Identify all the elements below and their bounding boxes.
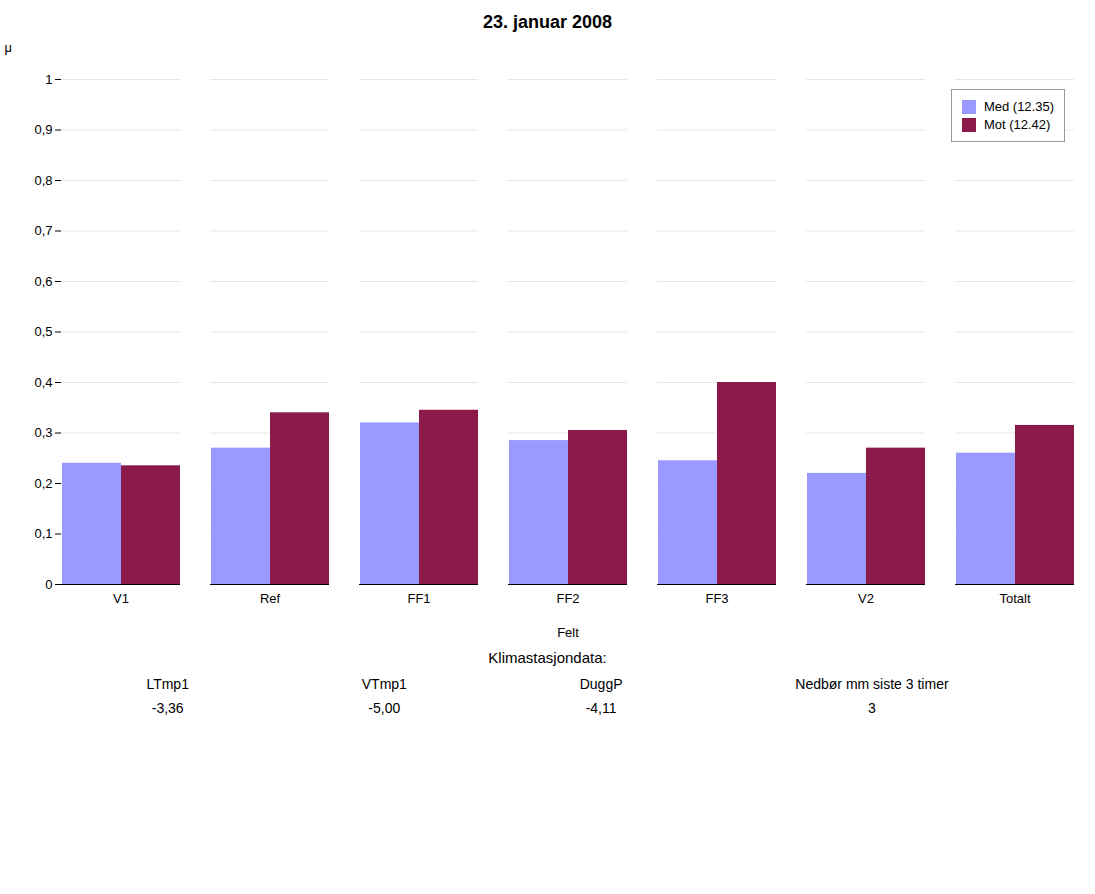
svg-text:0,6: 0,6 <box>34 274 52 289</box>
html-text:DuggP: DuggP <box>579 676 623 692</box>
html-text:LTmp1: LTmp1 <box>146 676 189 692</box>
svg-text:1: 1 <box>45 72 52 87</box>
svg-text:Felt: Felt <box>557 625 579 640</box>
html-text:-3,36: -3,36 <box>151 700 184 716</box>
svg-text:V1: V1 <box>113 591 129 606</box>
svg-text:μ: μ <box>5 40 13 55</box>
svg-text:0: 0 <box>45 577 52 592</box>
svg-text:0,1: 0,1 <box>34 526 52 541</box>
html-text:23. januar 2008: 23. januar 2008 <box>483 12 612 32</box>
svg-text:V2: V2 <box>858 591 874 606</box>
svg-text:Totalt: Totalt <box>999 591 1030 606</box>
html-text:-5,00: -5,00 <box>368 700 401 716</box>
html-text:Mot (12.42): Mot (12.42) <box>983 117 1051 132</box>
html-text:Klimastasjondata:: Klimastasjondata: <box>488 649 607 666</box>
svg-text:0,7: 0,7 <box>34 223 52 238</box>
svg-text:0,4: 0,4 <box>34 375 52 390</box>
svg-text:FF3: FF3 <box>705 591 728 606</box>
html-text:VTmp1: VTmp1 <box>361 676 407 692</box>
html-text:-4,11: -4,11 <box>585 700 617 716</box>
svg-text:Ref: Ref <box>260 591 281 606</box>
svg-text:0,9: 0,9 <box>34 122 52 137</box>
svg-text:0,8: 0,8 <box>34 173 52 188</box>
svg-text:0,5: 0,5 <box>34 324 52 339</box>
html-text:Nedbør mm siste 3 timer: Nedbør mm siste 3 timer <box>795 676 949 692</box>
svg-text:FF1: FF1 <box>407 591 430 606</box>
svg-text:FF2: FF2 <box>556 591 579 606</box>
html-text:3: 3 <box>868 700 876 716</box>
html-text:Med (12.35): Med (12.35) <box>983 99 1054 114</box>
svg-text:0,2: 0,2 <box>34 476 52 491</box>
svg-text:0,3: 0,3 <box>34 425 52 440</box>
